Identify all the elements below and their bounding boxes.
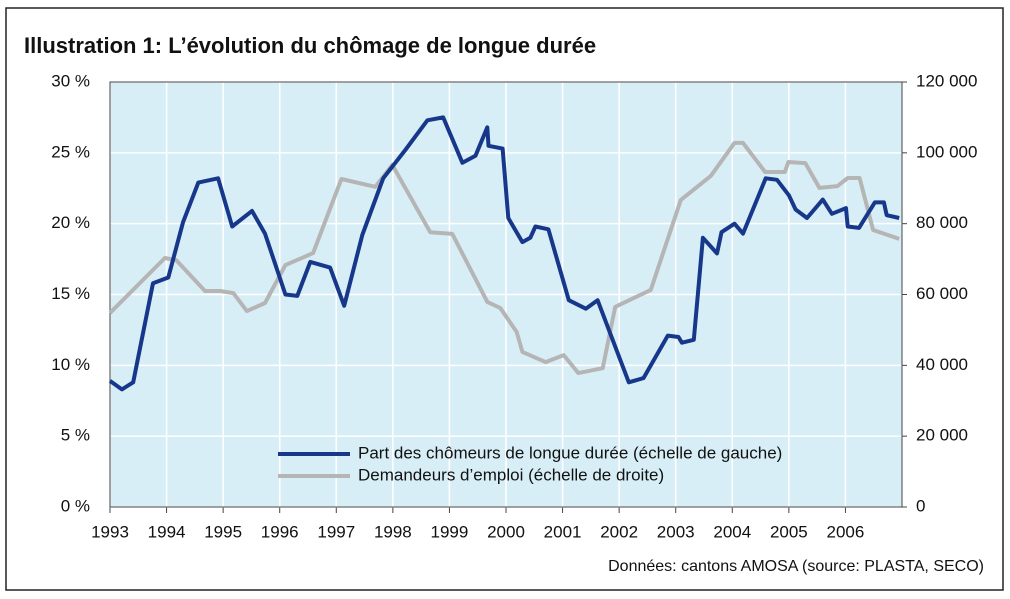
x-tick-label: 2000	[487, 522, 525, 541]
x-tick-label: 1996	[261, 522, 299, 541]
source: Données: cantons AMOSA (source: PLASTA, …	[608, 558, 984, 575]
x-tick-label: 1997	[317, 522, 355, 541]
y2-tick-label: 0	[916, 496, 925, 515]
x-tick-label: 1998	[374, 522, 412, 541]
y-tick-label: 5 %	[61, 426, 90, 445]
series-line	[108, 115, 900, 392]
x-tick-label: 2006	[827, 522, 865, 541]
chart-title: Illustration 1: L’évolution du chômage d…	[24, 33, 596, 58]
legend-label: Part des chômeurs de longue durée (échel…	[358, 443, 782, 462]
y2-tick-label: 20 000	[916, 426, 968, 445]
y2-tick-label: 120 000	[916, 71, 977, 90]
legend-label: Demandeurs d’emploi (échelle de droite)	[358, 465, 664, 484]
y2-tick-label: 100 000	[916, 142, 977, 161]
y2-tick-label: 40 000	[916, 355, 968, 374]
y-tick-label: 15 %	[51, 284, 90, 303]
y-tick-label: 30 %	[51, 71, 90, 90]
y-tick-label: 25 %	[51, 142, 90, 161]
x-tick-label: 1994	[148, 522, 186, 541]
y-tick-label: 0 %	[61, 496, 90, 515]
y2-tick-label: 60 000	[916, 284, 968, 303]
x-tick-label: 1999	[431, 522, 469, 541]
x-tick-label: 1995	[204, 522, 242, 541]
y2-tick-label: 80 000	[916, 213, 968, 232]
x-tick-label: 2001	[544, 522, 582, 541]
y-tick-label: 10 %	[51, 355, 90, 374]
x-tick-label: 2005	[770, 522, 808, 541]
x-tick-label: 2002	[600, 522, 638, 541]
x-tick-label: 1993	[91, 522, 129, 541]
y-tick-label: 20 %	[51, 213, 90, 232]
series-line	[108, 140, 900, 376]
x-tick-label: 2003	[657, 522, 695, 541]
plot-border	[109, 81, 903, 508]
x-tick-label: 2004	[713, 522, 751, 541]
